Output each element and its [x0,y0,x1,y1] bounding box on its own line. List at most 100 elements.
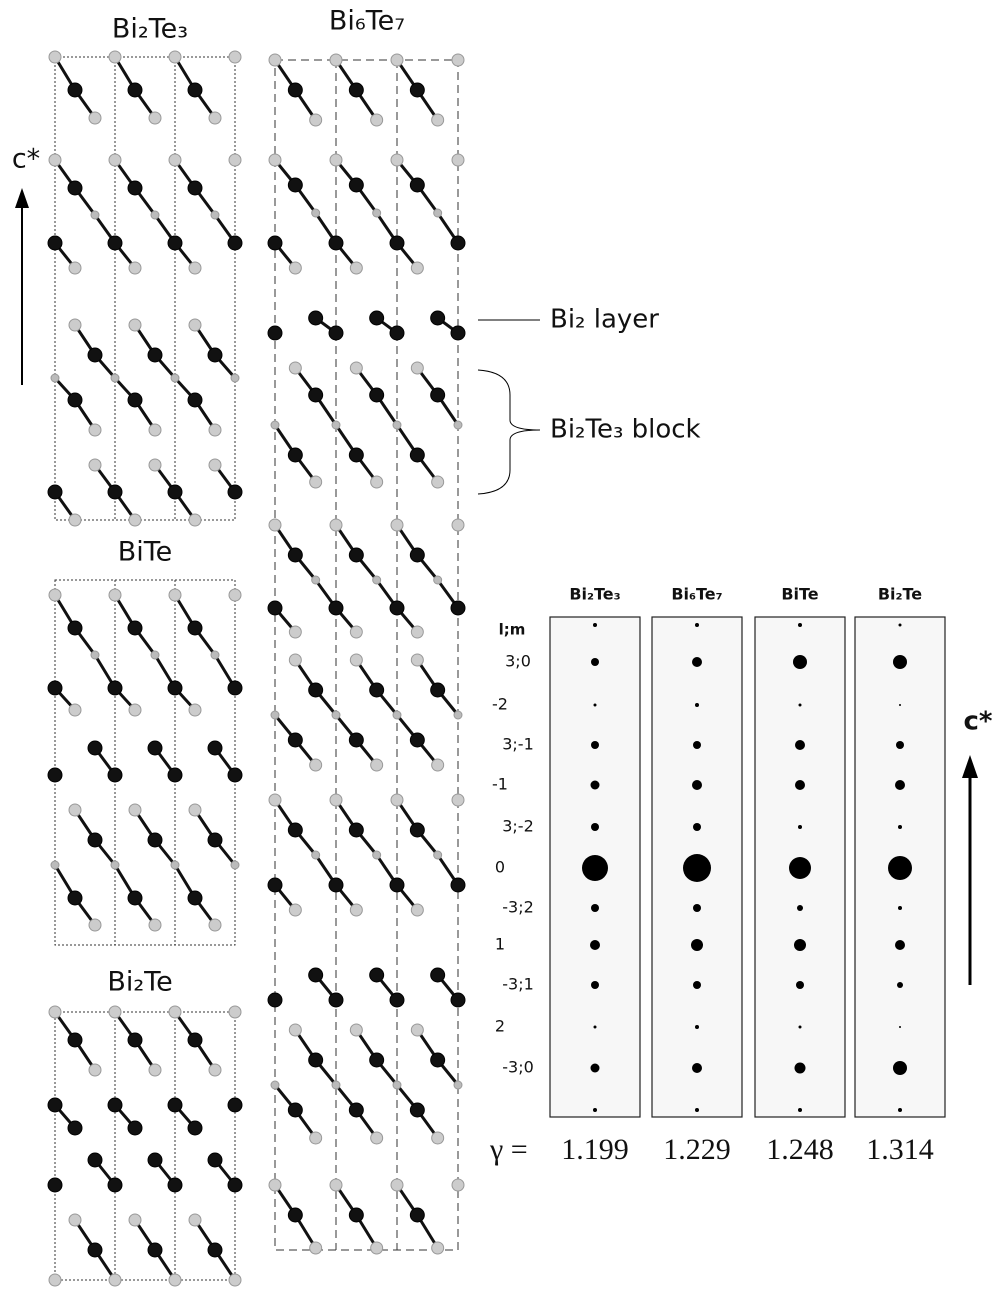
bi-atom [288,733,302,747]
bi-atom [431,968,445,982]
diffraction-spot [692,780,702,790]
row-label: 0 [495,858,505,877]
diffraction-spot [794,939,806,951]
te-atom [69,514,81,526]
te-atom [391,154,403,166]
te-atom [169,1274,181,1286]
te-atom [229,1006,241,1018]
te-atom [109,154,121,166]
te-atom [373,851,381,859]
row-label: -3;1 [502,975,534,994]
panel-title: Bi₂Te [878,585,922,604]
te-atom [209,424,221,436]
bi-atom [168,236,182,250]
diffraction-spot [591,981,599,989]
te-atom [432,114,444,126]
diffraction-spot [693,823,701,831]
bi-atom [228,768,242,782]
bi-atom [431,311,445,325]
te-atom [111,374,119,382]
diffraction-spot [590,940,600,950]
bi-atom [451,601,465,615]
te-atom [454,421,462,429]
te-atom [371,759,383,771]
panel-title: BiTe [781,585,818,604]
row-label: -3;2 [502,898,534,917]
bi-atom [268,601,282,615]
te-atom [91,651,99,659]
te-atom [452,794,464,806]
te-atom [434,576,442,584]
bi-atom [431,683,445,697]
bi-atom [451,878,465,892]
te-atom [89,459,101,471]
bi-atom [128,83,142,97]
diffraction-spot [795,780,805,790]
bi-atom [168,681,182,695]
te-atom [371,1242,383,1254]
bi-atom [68,1121,82,1135]
te-atom [411,654,423,666]
bi-atom [309,311,323,325]
bi-atom [288,83,302,97]
diffraction-spot [899,1026,901,1028]
bi-atom [288,1208,302,1222]
diffraction-spot [692,1063,702,1073]
bi-atom [390,601,404,615]
bi-atom [309,968,323,982]
bi-atom [329,601,343,615]
row-label: -3;0 [502,1058,534,1077]
bi-atom [349,448,363,462]
bi-atom [329,326,343,340]
bi-atom [288,178,302,192]
te-atom [271,711,279,719]
te-atom [91,211,99,219]
bi-atom [128,393,142,407]
te-atom [211,651,219,659]
bi-atom [228,485,242,499]
bi-atom [188,891,202,905]
bi-atom [48,1098,62,1112]
row-label: 3;-2 [502,817,534,836]
te-atom [51,374,59,382]
te-atom [69,319,81,331]
bi-atom [208,1153,222,1167]
diffraction-spot [695,623,699,627]
bi-atom [288,823,302,837]
diffraction-spot [693,904,701,912]
figure: Bi₂Te₃ Bi₆Te₇ BiTe Bi₂Te c* Bi₂ layer Bi… [0,0,992,1292]
te-atom [269,54,281,66]
bi-atom [48,768,62,782]
gamma-value: 1.199 [561,1133,629,1166]
te-atom [391,794,403,806]
te-atom [49,589,61,601]
bi-atom [309,388,323,402]
te-atom [149,1064,161,1076]
annotation: Bi₂ layer [550,305,659,335]
bi-atom [410,448,424,462]
bi-atom [370,388,384,402]
cell-box [55,57,235,520]
bi-atom [128,1033,142,1047]
te-atom [312,851,320,859]
te-atom [169,51,181,63]
te-atom [151,211,159,219]
te-atom [330,519,342,531]
diffraction-spot [692,657,702,667]
bi-atom [128,891,142,905]
bi-atom [108,1098,122,1112]
bi-atom [288,1103,302,1117]
diffraction-spot [789,857,811,879]
te-atom [269,794,281,806]
te-atom [211,211,219,219]
bi-atom [390,326,404,340]
bi-atom [390,993,404,1007]
diffraction-spot [798,1108,802,1112]
diffraction-spot [591,658,599,666]
bi-atom [48,681,62,695]
bi-atom [370,968,384,982]
te-atom [209,112,221,124]
te-atom [289,626,301,638]
te-atom [69,262,81,274]
bi-atom [188,1121,202,1135]
